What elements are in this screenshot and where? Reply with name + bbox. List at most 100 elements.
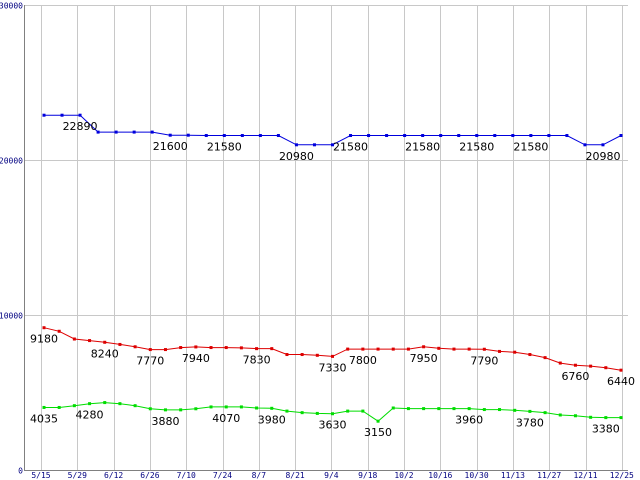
data-label: 20980 bbox=[279, 150, 314, 163]
data-point bbox=[346, 409, 350, 413]
data-point bbox=[422, 407, 426, 411]
data-point bbox=[452, 347, 456, 351]
data-label: 4280 bbox=[76, 409, 104, 422]
grid bbox=[24, 5, 628, 471]
data-label: 21600 bbox=[153, 140, 188, 153]
x-tick-label: 6/12 bbox=[104, 471, 123, 480]
x-tick-label: 10/30 bbox=[465, 471, 489, 480]
data-label: 7770 bbox=[136, 355, 164, 368]
data-point bbox=[565, 134, 569, 138]
data-label: 7790 bbox=[470, 354, 498, 367]
data-point bbox=[118, 402, 122, 406]
data-label: 3880 bbox=[151, 415, 179, 428]
data-point bbox=[239, 346, 243, 350]
data-point bbox=[57, 405, 61, 409]
data-point bbox=[239, 405, 243, 409]
data-point bbox=[270, 347, 274, 351]
data-point bbox=[361, 347, 365, 351]
data-point bbox=[276, 134, 280, 138]
data-point bbox=[493, 134, 497, 138]
data-point bbox=[148, 407, 152, 411]
data-point bbox=[604, 366, 608, 370]
data-point bbox=[558, 413, 562, 417]
data-point bbox=[547, 134, 551, 138]
data-point bbox=[57, 329, 61, 333]
data-point bbox=[88, 402, 92, 406]
data-point bbox=[513, 408, 517, 412]
data-label: 3780 bbox=[516, 416, 544, 429]
x-tick-label: 12/25 bbox=[610, 471, 634, 480]
data-point bbox=[457, 134, 461, 138]
data-point bbox=[331, 143, 334, 147]
data-point bbox=[96, 130, 100, 134]
data-label: 8240 bbox=[91, 347, 119, 360]
x-tick-label: 6/26 bbox=[140, 471, 159, 480]
x-tick-label: 5/29 bbox=[68, 471, 87, 480]
data-point bbox=[132, 130, 136, 134]
data-label: 20980 bbox=[585, 150, 620, 163]
data-point bbox=[367, 134, 371, 138]
data-point bbox=[148, 348, 152, 352]
data-point bbox=[361, 409, 365, 413]
data-point bbox=[573, 414, 577, 418]
data-point bbox=[452, 407, 456, 411]
data-label: 21580 bbox=[207, 141, 242, 154]
data-point bbox=[224, 405, 228, 409]
data-point bbox=[179, 346, 183, 350]
data-point bbox=[194, 407, 198, 411]
y-tick-label: 30000 bbox=[0, 2, 23, 11]
x-tick-label: 5/15 bbox=[31, 471, 50, 480]
data-point bbox=[346, 347, 350, 351]
data-point bbox=[589, 364, 593, 368]
data-label: 7800 bbox=[349, 354, 377, 367]
data-point bbox=[482, 347, 486, 351]
data-point bbox=[376, 419, 380, 423]
data-point bbox=[179, 408, 183, 412]
data-point bbox=[467, 407, 471, 411]
data-point bbox=[543, 411, 547, 415]
data-point bbox=[331, 412, 334, 416]
data-point bbox=[42, 113, 46, 117]
data-point bbox=[439, 134, 443, 138]
data-point bbox=[482, 408, 486, 412]
data-point bbox=[255, 406, 259, 410]
data-label: 3150 bbox=[364, 426, 392, 439]
data-label: 4035 bbox=[30, 412, 58, 425]
data-label: 7830 bbox=[243, 354, 271, 367]
data-point bbox=[194, 345, 198, 349]
data-point bbox=[601, 143, 605, 147]
data-point bbox=[376, 347, 380, 351]
data-label: 7940 bbox=[182, 352, 210, 365]
data-point bbox=[72, 404, 76, 408]
data-label: 6760 bbox=[561, 370, 589, 383]
data-point bbox=[619, 368, 623, 372]
data-point bbox=[391, 406, 395, 410]
data-point bbox=[315, 353, 319, 357]
data-point bbox=[312, 143, 316, 147]
data-point bbox=[406, 347, 410, 351]
data-point bbox=[204, 134, 208, 138]
data-label: 21580 bbox=[459, 141, 494, 154]
x-tick-label: 12/11 bbox=[573, 471, 597, 480]
data-point bbox=[103, 340, 107, 344]
data-label: 7950 bbox=[410, 352, 438, 365]
data-point bbox=[528, 409, 532, 413]
data-label: 6440 bbox=[607, 375, 635, 388]
data-point bbox=[285, 353, 289, 357]
data-point bbox=[209, 346, 213, 350]
data-point bbox=[255, 347, 259, 351]
data-point bbox=[163, 348, 167, 352]
data-label: 3380 bbox=[592, 423, 620, 436]
data-point bbox=[163, 408, 167, 412]
data-point bbox=[114, 130, 118, 134]
data-point bbox=[118, 342, 122, 346]
y-tick-label: 0 bbox=[18, 467, 23, 476]
data-point bbox=[300, 353, 304, 357]
data-point bbox=[498, 408, 502, 412]
data-label: 21580 bbox=[513, 141, 548, 154]
x-tick-label: 7/24 bbox=[213, 471, 232, 480]
data-point bbox=[529, 134, 533, 138]
y-tick-label: 20000 bbox=[0, 157, 23, 166]
x-tick-label: 10/2 bbox=[394, 471, 413, 480]
